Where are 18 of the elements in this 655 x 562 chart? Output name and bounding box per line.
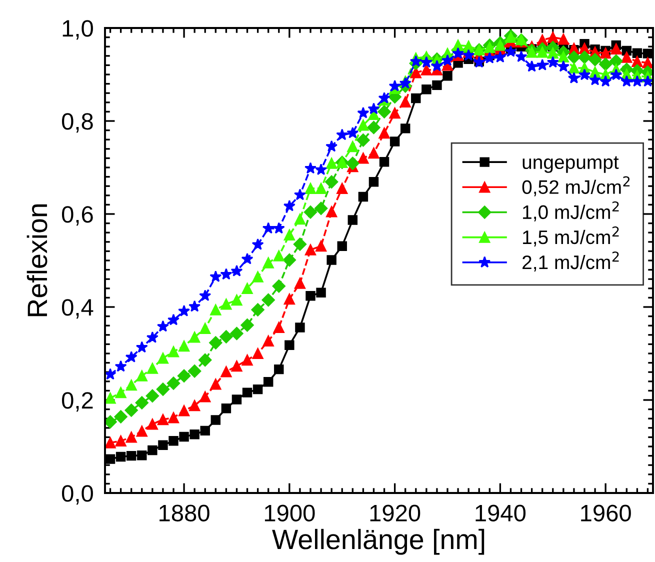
y-tick-label: 0,8 [62, 113, 93, 133]
x-tick-label: 1880 [160, 504, 210, 522]
legend-label: 1,5 mJ/cm$^{2}$ [523, 226, 619, 246]
y-axis-title: Reflexion [26, 204, 48, 316]
legend-label: ungepumpt [522, 156, 619, 173]
y-tick-label: 1,0 [62, 20, 93, 40]
x-tick-label: 1920 [370, 504, 420, 522]
x-tick-label: 1900 [264, 504, 315, 522]
x-tick-label: 1940 [476, 504, 526, 522]
legend-label: 1,0 mJ/cm$^{2}$ [523, 201, 619, 222]
y-tick-label: 0,4 [62, 299, 94, 319]
x-axis-title: Wellenlänge [nm] [272, 528, 484, 555]
y-tick-label: 0,0 [62, 485, 93, 505]
y-tick-label: 0,6 [62, 206, 93, 226]
x-tick-label: 1960 [581, 504, 631, 522]
y-tick-label: 0,2 [62, 392, 93, 412]
legend-label: 0,52 mJ/cm$^{2}$ [522, 176, 630, 196]
legend-label: 2,1 mJ/cm$^{2}$ [522, 252, 619, 272]
